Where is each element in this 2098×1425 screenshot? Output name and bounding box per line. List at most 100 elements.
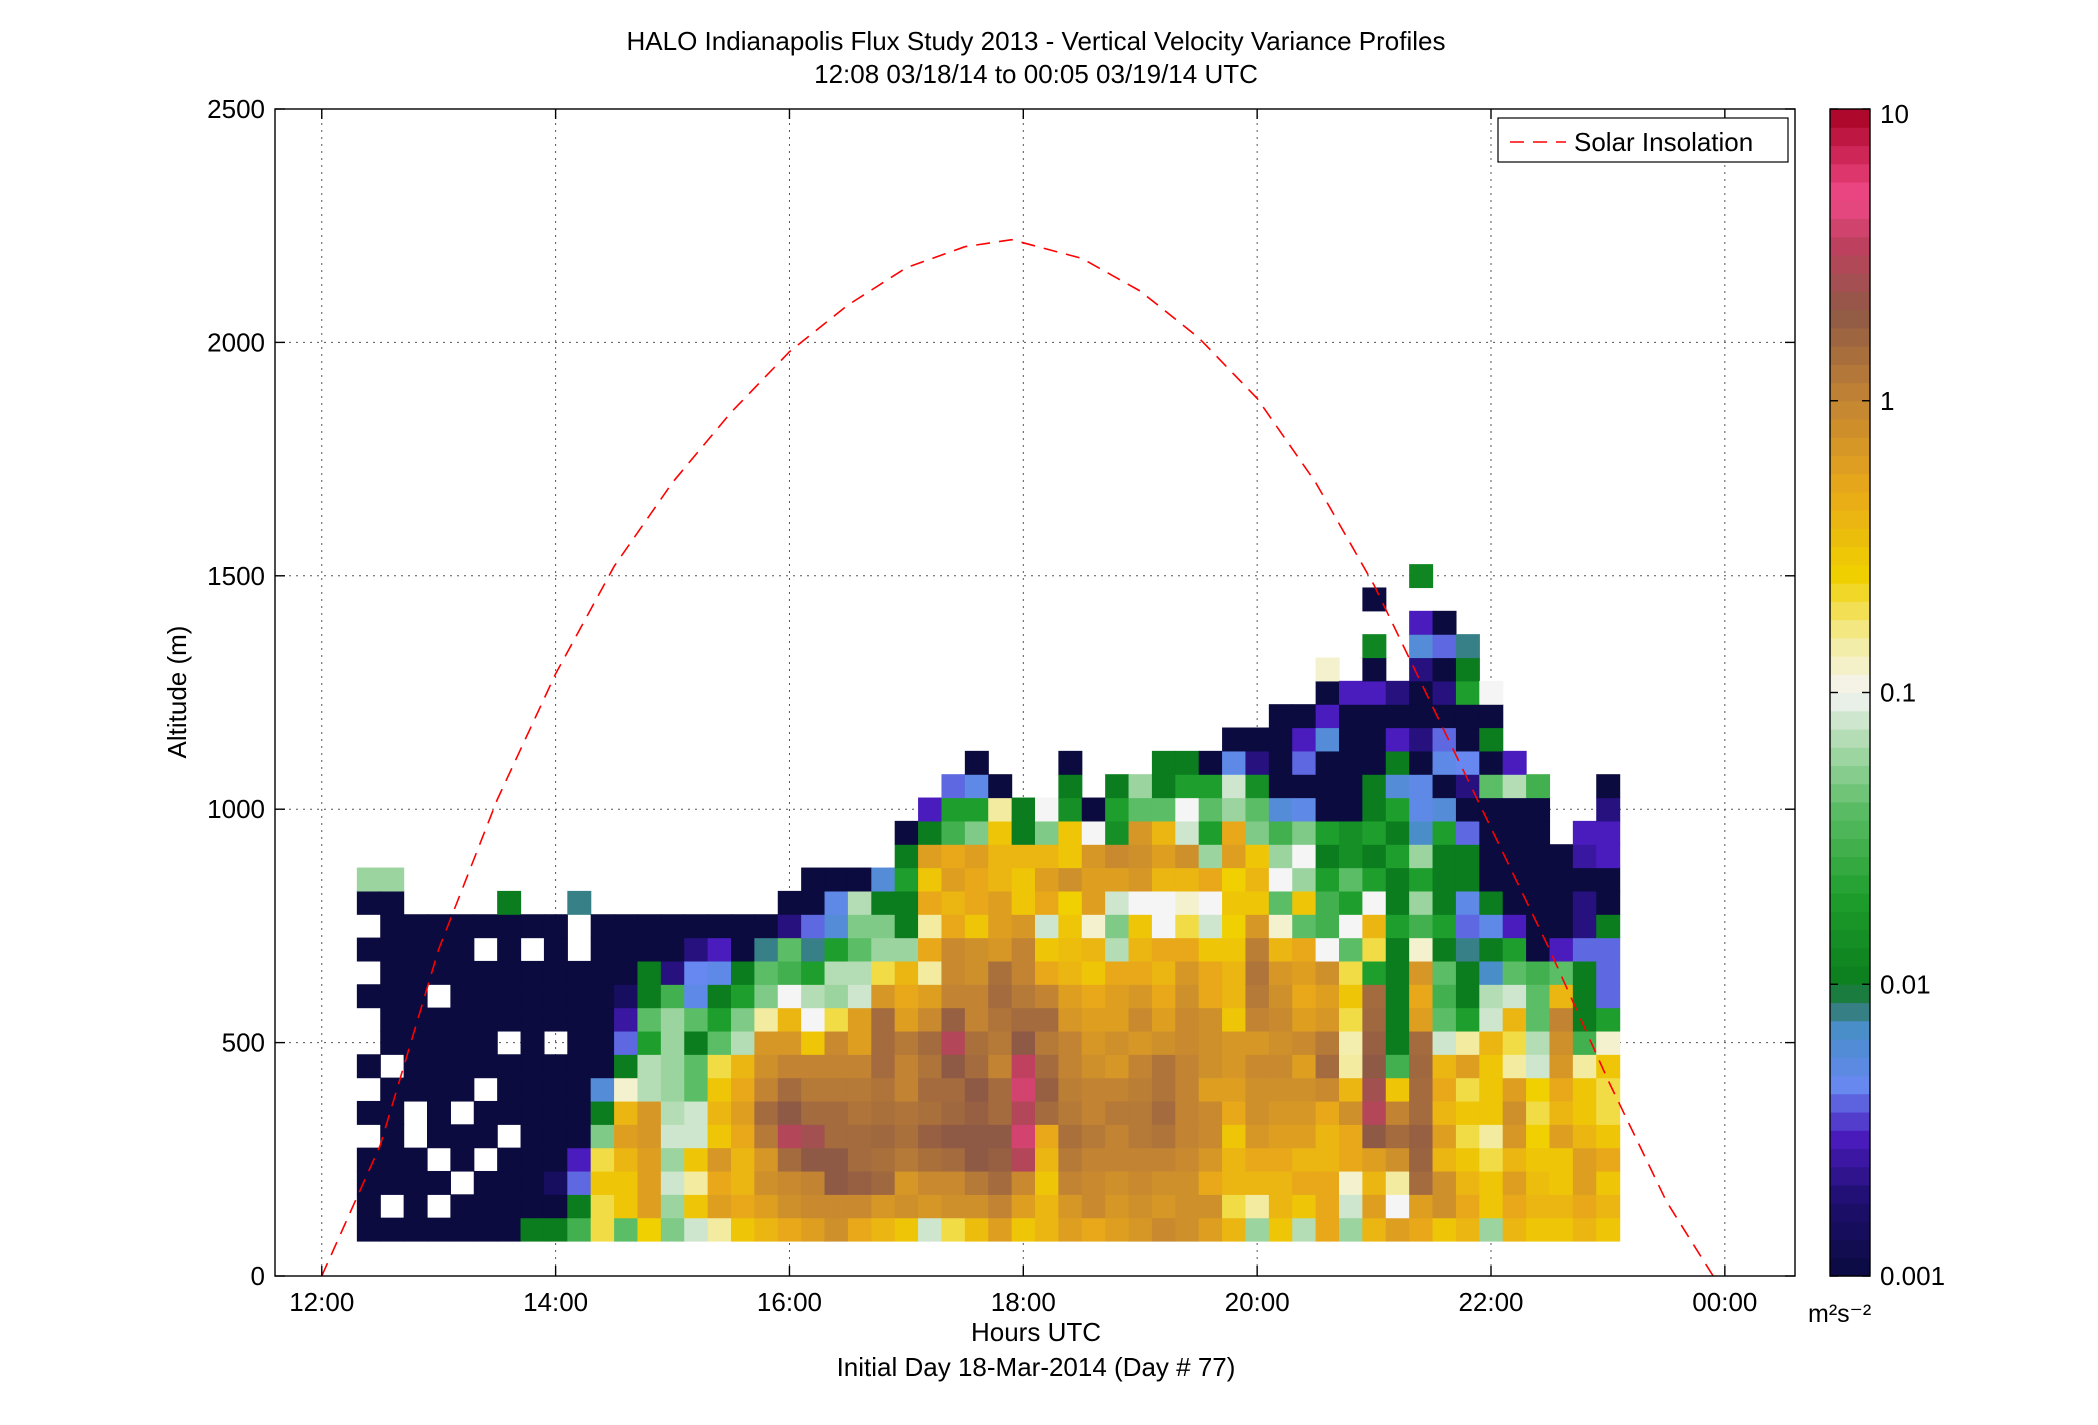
heatmap-cell [1128, 984, 1153, 1009]
heatmap-cell [1245, 1124, 1270, 1149]
heatmap-cell [1362, 820, 1387, 845]
heatmap-cell [1432, 774, 1457, 799]
heatmap-cell [590, 1077, 615, 1102]
colorbar-band [1830, 1166, 1870, 1186]
heatmap-cell [543, 1170, 568, 1195]
heatmap-cell [1385, 937, 1410, 962]
heatmap-cell [1339, 727, 1363, 752]
heatmap-cell [1596, 937, 1621, 962]
colorbar-band [1830, 783, 1870, 803]
heatmap-cell [1455, 704, 1480, 729]
heatmap-cell [637, 984, 662, 1009]
heatmap-cell [1362, 1147, 1387, 1172]
colorbar-band [1830, 127, 1870, 147]
heatmap-cell [1292, 844, 1317, 869]
x-tick-label: 18:00 [991, 1287, 1056, 1317]
heatmap-cell [1502, 820, 1527, 845]
heatmap-cell [1222, 797, 1247, 822]
heatmap-cell [964, 844, 989, 869]
heatmap-cell [777, 914, 802, 939]
heatmap-cell [356, 1100, 381, 1125]
colorbar-band [1830, 218, 1870, 238]
heatmap-cell [1526, 984, 1551, 1009]
heatmap-cell [1222, 820, 1247, 845]
heatmap-cell [427, 960, 451, 985]
heatmap-cell [1385, 890, 1410, 915]
heatmap-cell [1128, 960, 1153, 985]
heatmap-cell [380, 1007, 405, 1032]
heatmap-cell [1526, 1077, 1551, 1102]
heatmap-cell [1362, 634, 1387, 659]
heatmap-cell [590, 1217, 615, 1242]
heatmap-cell [1315, 844, 1340, 869]
heatmap-cell [660, 1030, 685, 1055]
heatmap-cell [1362, 890, 1387, 915]
heatmap-cell [801, 890, 826, 915]
heatmap-cell [964, 914, 989, 939]
heatmap-cell [1596, 797, 1621, 822]
heatmap-cell [450, 1077, 475, 1102]
heatmap-cell [871, 1030, 896, 1055]
heatmap-cell [543, 984, 568, 1009]
heatmap-cell [1432, 1077, 1457, 1102]
heatmap-cell [660, 1100, 685, 1125]
heatmap-cell [1455, 1217, 1480, 1242]
heatmap-cell [1455, 750, 1480, 775]
heatmap-cell [988, 914, 1013, 939]
heatmap-cell [1362, 937, 1387, 962]
heatmap-cell [1549, 1077, 1574, 1102]
heatmap-cell [871, 914, 896, 939]
heatmap-cell [918, 1007, 943, 1032]
heatmap-cell [1292, 960, 1317, 985]
heatmap-cell [1292, 867, 1317, 892]
heatmap-cell [871, 867, 896, 892]
heatmap-cell [894, 1194, 919, 1219]
heatmap-cell [894, 1217, 919, 1242]
colorbar-band [1830, 1257, 1870, 1277]
heatmap-cell [1128, 1100, 1153, 1125]
heatmap-cell [964, 1194, 989, 1219]
heatmap-cell [1526, 1194, 1551, 1219]
heatmap-cell [1081, 1100, 1106, 1125]
heatmap-cell [1385, 984, 1410, 1009]
heatmap-cell [1175, 867, 1200, 892]
heatmap-cell [1409, 1124, 1434, 1149]
heatmap-cell [1432, 937, 1457, 962]
heatmap-cell [1526, 1170, 1551, 1195]
heatmap-cell [1479, 867, 1504, 892]
heatmap-cell [988, 1054, 1013, 1079]
heatmap-cell [707, 1100, 732, 1125]
heatmap-cell [1245, 984, 1270, 1009]
heatmap-cell [1128, 1217, 1153, 1242]
heatmap-cell [918, 960, 943, 985]
heatmap-cell [1081, 867, 1106, 892]
heatmap-cell [1315, 1124, 1340, 1149]
heatmap-cell [1175, 1170, 1200, 1195]
heatmap-cell [380, 890, 405, 915]
heatmap-cell [1432, 1100, 1457, 1125]
heatmap-cell [637, 1077, 662, 1102]
heatmap-cell [988, 1100, 1013, 1125]
heatmap-cell [1151, 774, 1176, 799]
heatmap-cell [520, 1124, 545, 1149]
heatmap-cell [380, 1077, 405, 1102]
heatmap-cell [567, 984, 592, 1009]
heatmap-cell [1409, 890, 1434, 915]
heatmap-cell [614, 1217, 639, 1242]
heatmap-cell [1035, 867, 1059, 892]
heatmap-cell [1362, 1030, 1387, 1055]
heatmap-cell [941, 867, 966, 892]
heatmap-cell [1035, 914, 1059, 939]
heatmap-cell [1409, 797, 1434, 822]
heatmap-cell [1175, 1054, 1200, 1079]
heatmap-cell [1549, 937, 1574, 962]
heatmap-cell [1432, 960, 1457, 985]
heatmap-cell [1572, 1077, 1597, 1102]
heatmap-cell [1385, 1007, 1410, 1032]
heatmap-cell [1502, 1217, 1527, 1242]
heatmap-cell [1596, 914, 1621, 939]
heatmap-cell [1198, 1077, 1223, 1102]
heatmap-cell [1572, 937, 1597, 962]
heatmap-cell [801, 1007, 826, 1032]
heatmap-cell [731, 937, 755, 962]
